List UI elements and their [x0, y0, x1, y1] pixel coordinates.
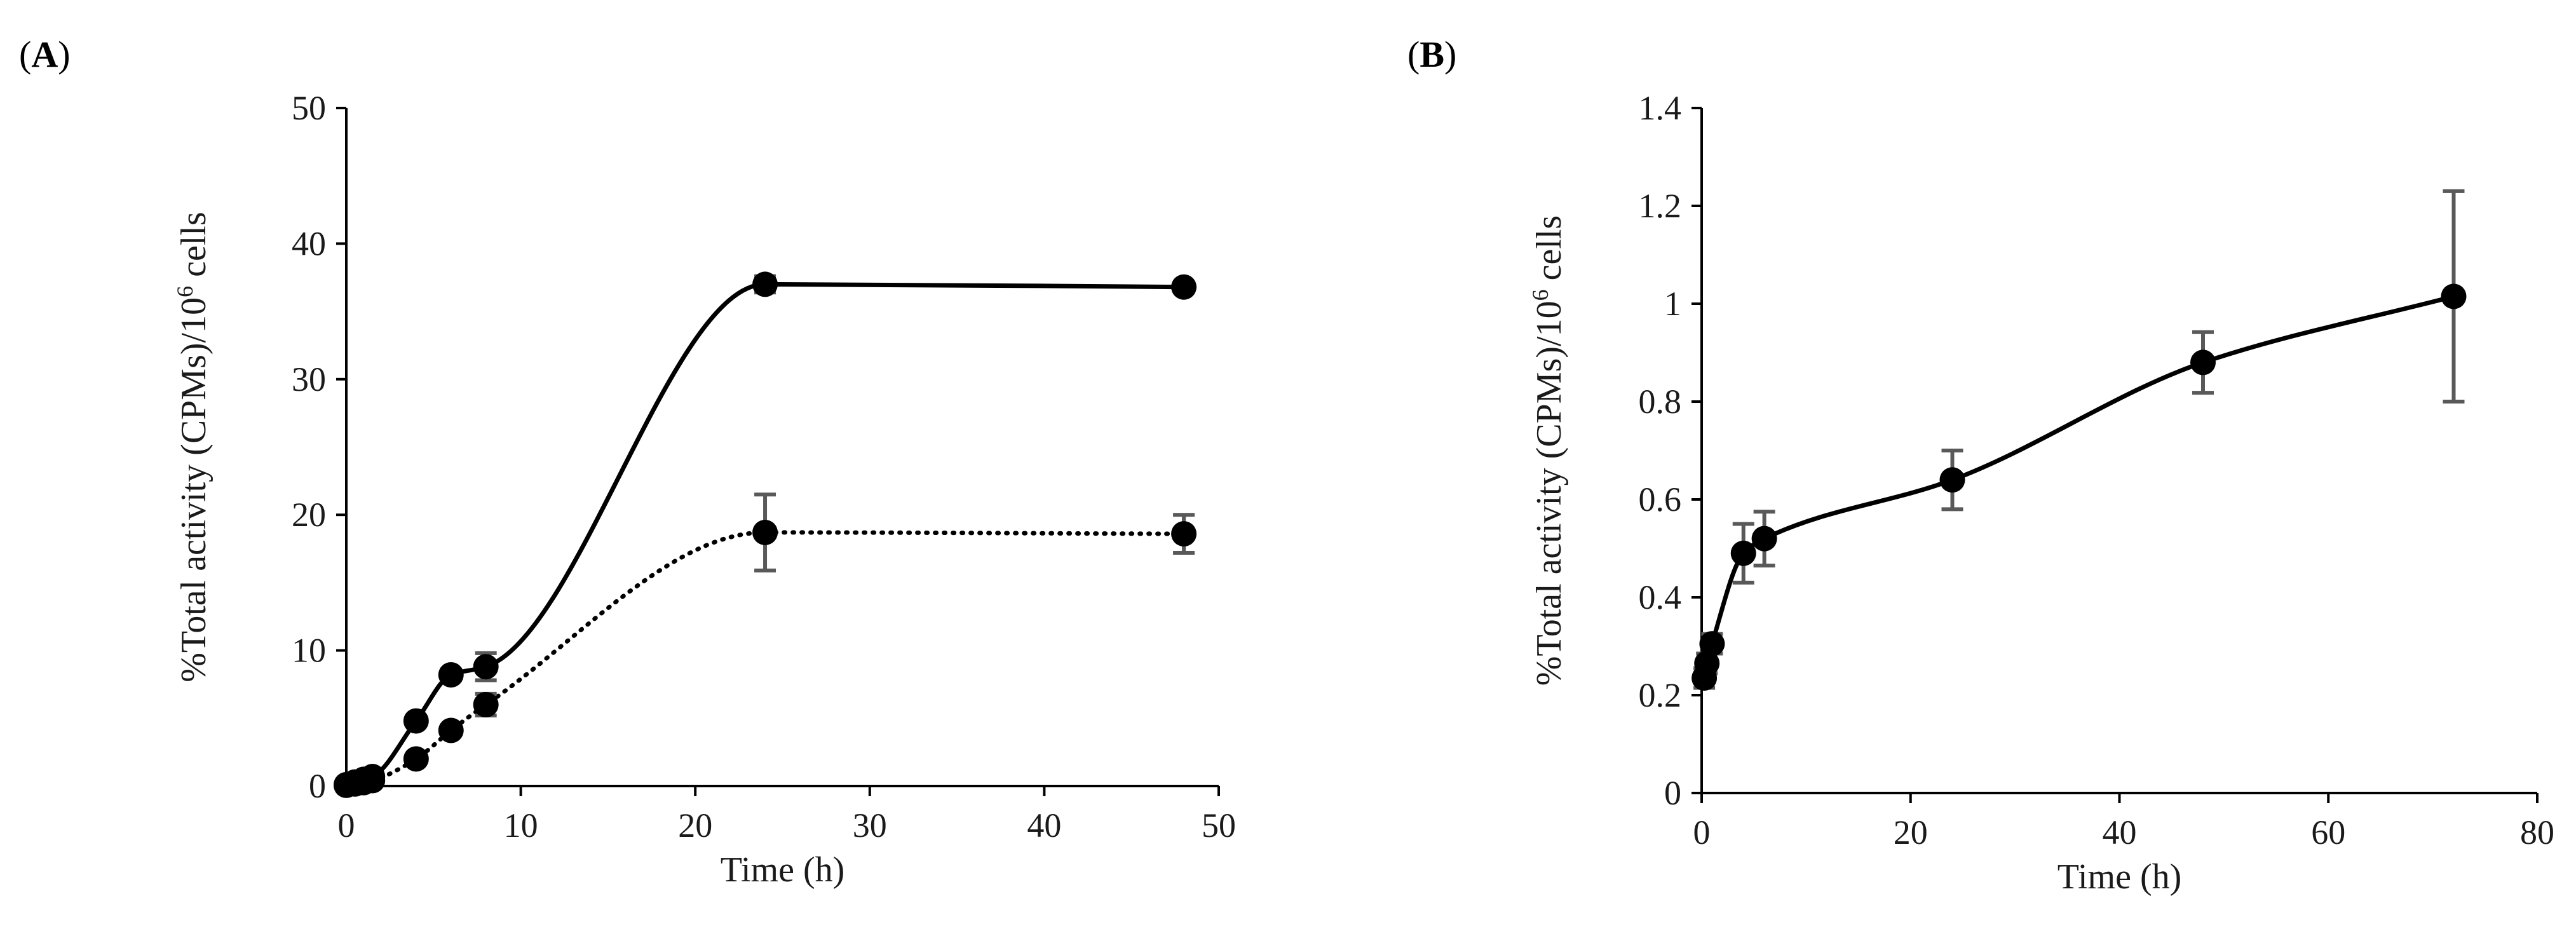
panel-b: (B) 0 0.2 0.4 0.6 0.8 1 1.2 1.4 0 20 40 60 80 Time (h)…: [1407, 34, 2554, 897]
data-point-solid: [1751, 526, 1777, 552]
data-point-solid: [1939, 467, 1965, 493]
y-axis-title-tail: cells: [174, 212, 214, 286]
data-point-dotted: [473, 691, 499, 717]
y-tick-label: 0.4: [1639, 578, 1682, 616]
data-point-solid: [1171, 274, 1197, 300]
x-tick-label: 40: [1027, 806, 1061, 844]
data-point-solid: [473, 654, 499, 680]
data-point-dotted: [403, 746, 429, 772]
x-tick-label: 50: [1202, 806, 1236, 844]
x-tick-label: 80: [2520, 813, 2554, 851]
data-point-dotted: [752, 519, 778, 545]
data-point-solid: [1730, 540, 1756, 566]
x-tick-label: 60: [2311, 813, 2345, 851]
data-point-solid: [438, 662, 464, 688]
y-axis-title: %Total activity (CPMs)/106 cells: [1528, 215, 1569, 686]
data-point-dotted: [438, 717, 464, 743]
y-tick-label: 0: [309, 767, 326, 805]
x-tick-label: 40: [2103, 813, 2137, 851]
data-point-solid: [403, 708, 429, 734]
panel-letter: A: [31, 34, 58, 75]
panel-label: (A): [19, 34, 71, 75]
data-point-dotted: [1171, 521, 1197, 547]
panel-label: (B): [1407, 34, 1456, 75]
x-tick-label: 20: [678, 806, 712, 844]
y-axis-title-superscript: 6: [1528, 289, 1553, 301]
y-tick-label: 0.2: [1639, 676, 1682, 714]
x-axis-title: Time (h): [721, 850, 845, 890]
y-tick-label: 0.6: [1639, 480, 1682, 519]
y-axis-title: %Total activity (CPMs)/106 cells: [172, 212, 214, 682]
data-point-solid: [2441, 283, 2467, 309]
x-tick-label: 30: [853, 806, 887, 844]
y-tick-label: 10: [292, 632, 326, 670]
y-axis-title-superscript: 6: [172, 286, 198, 297]
y-tick-label: 50: [292, 89, 326, 127]
x-tick-label: 0: [338, 806, 355, 844]
x-tick-label: 0: [1693, 813, 1711, 851]
y-tick-label: 20: [292, 496, 326, 534]
y-tick-label: 1.4: [1639, 89, 1682, 127]
y-axis-title-tail: cells: [1529, 215, 1569, 290]
series-line-solid: [1702, 294, 2456, 681]
data-point-solid: [2190, 349, 2216, 376]
y-tick-label: 1.2: [1639, 187, 1682, 225]
data-point-solid: [752, 271, 778, 297]
panel-letter: B: [1420, 34, 1444, 75]
y-tick-label: 0.8: [1639, 383, 1682, 421]
y-tick-label: 1: [1664, 285, 1681, 323]
data-point-solid: [1694, 650, 1720, 676]
y-tick-label: 0: [1664, 774, 1681, 812]
x-tick-label: 10: [504, 806, 538, 844]
panel-a: (A) 0 10 20 30 40 50 0 10 20 30 40 50 Time (h) %Total …: [19, 34, 1236, 890]
data-point-solid: [1699, 631, 1725, 657]
x-axis-title: Time (h): [2057, 857, 2182, 897]
x-tick-label: 20: [1894, 813, 1928, 851]
data-point-dotted: [360, 768, 386, 794]
y-tick-label: 30: [292, 360, 326, 398]
y-axis-title-main: %Total activity (CPMs)/10: [1529, 301, 1569, 686]
y-axis-title-main: %Total activity (CPMs)/10: [174, 297, 214, 682]
y-tick-label: 40: [292, 224, 326, 262]
